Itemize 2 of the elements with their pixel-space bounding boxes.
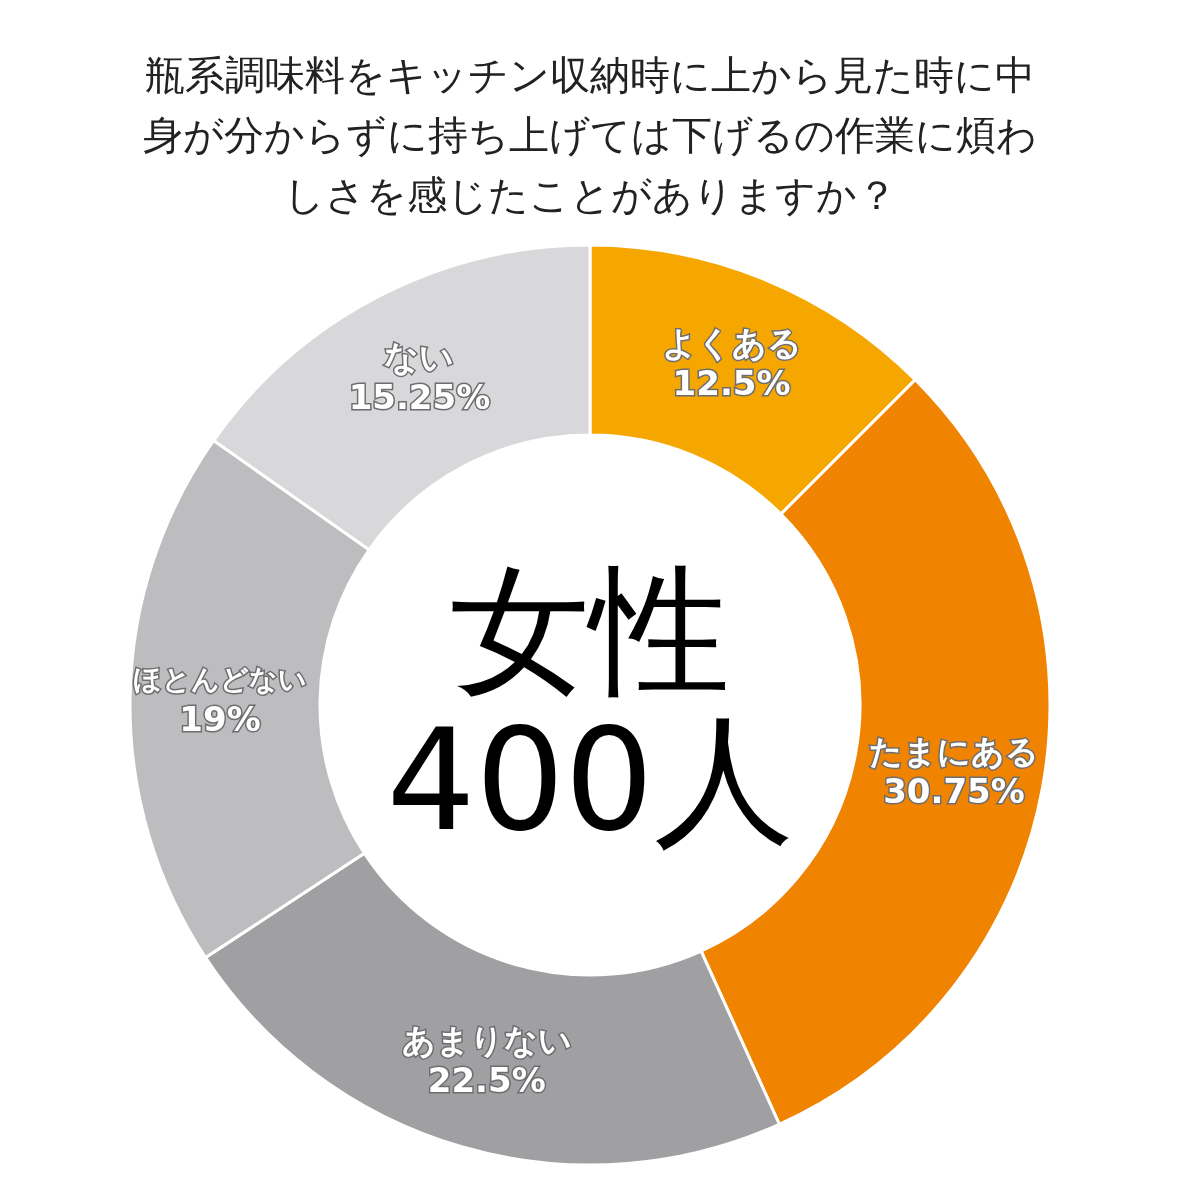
center-text: 女性 400人 — [386, 548, 794, 862]
title: 瓶系調味料をキッチン収納時に上から見た時に中身が分からずに持ち上げては下げるの作業に煩わしさを感じたことがありますか？ — [143, 52, 1037, 218]
